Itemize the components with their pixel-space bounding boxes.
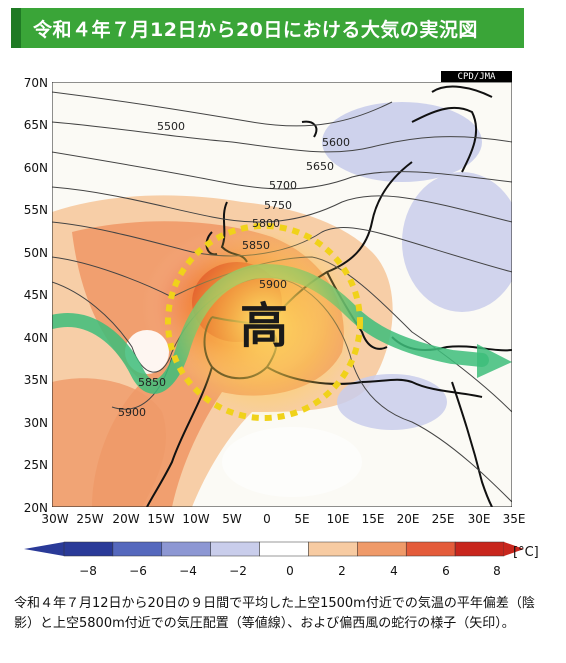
colorbar-tick: −6 [129,564,147,578]
lat-label: 60N [23,161,48,175]
lon-label: 15W [147,512,175,526]
high-pressure-label: 高 [240,298,288,354]
contour-label: 5850 [242,239,270,252]
lon-label: 15E [361,512,385,526]
colorbar-segment [357,541,407,557]
contour-label: 5650 [306,160,334,173]
atlantic-warm-zone [52,378,166,507]
lat-label: 35N [23,373,48,387]
colorbar-segment [454,541,505,557]
colorbar-tick: 2 [338,564,346,578]
lon-label: 10W [182,512,210,526]
colorbar-segment [63,541,114,557]
title-accent [11,8,21,48]
contour-label: 5900 [118,406,146,419]
contour-label: 5850 [138,376,166,389]
colorbar-segment [405,541,456,557]
page-title: 令和４年７月12日から20日における大気の実況図 [33,18,478,41]
lat-label: 25N [23,458,48,472]
lat-label: 40N [23,331,48,345]
contour-label: 5750 [264,199,292,212]
title-bar: 令和４年７月12日から20日における大気の実況図 [11,8,524,48]
colorbar-right-arrow [504,542,524,556]
lon-label: 5W [222,512,242,526]
colorbar-segment [112,541,163,557]
colorbar-tick: 0 [286,564,294,578]
contour-label: 5600 [322,136,350,149]
lon-label: 35E [502,512,526,526]
jet-stream-arrowhead [477,344,512,378]
colorbar-tick: −2 [229,564,247,578]
colorbar-unit: [°C] [513,545,539,560]
lon-label: 25E [431,512,455,526]
lat-label: 65N [23,118,48,132]
caption: 令和４年７月12日から20日の９日間で平均した上空1500m付近での気温の平年偏… [14,596,535,631]
lon-label: 10E [326,512,350,526]
cold-anomaly-east [402,172,522,312]
neutral-sahara [222,427,362,497]
colorbar-tick: −4 [179,564,197,578]
colorbar [24,536,524,562]
lat-label: 55N [23,203,48,217]
lat-label: 20N [23,501,48,515]
lat-label: 30N [23,416,48,430]
colorbar-tick: −8 [79,564,97,578]
map-svg: 高 5500 5600 5650 5700 5750 5800 5850 590… [45,81,522,508]
colorbar-tick: 6 [442,564,450,578]
high-pressure-glow [164,222,364,422]
contour-label: 5700 [269,179,297,192]
credit-label: CPD/JMA [441,71,512,83]
lon-label: 25W [76,512,104,526]
colorbar-tick: 8 [493,564,501,578]
colorbar-segment [210,541,260,557]
high-pressure-ring [165,223,363,421]
contour-label: 5900 [259,278,287,291]
colorbar-segment [308,541,358,557]
lon-label: 20E [396,512,420,526]
lat-label: 70N [23,76,48,90]
lon-label: 30W [41,512,69,526]
colorbar-segment [259,541,309,557]
lon-label: 5E [294,512,310,526]
contour-label: 5500 [157,120,185,133]
contour-label: 5800 [252,217,280,230]
lon-label: 0 [263,512,271,526]
cold-anomaly-north [322,102,482,182]
colorbar-left-arrow [24,542,64,556]
lat-label: 50N [23,246,48,260]
map: 高 5500 5600 5650 5700 5750 5800 5850 590… [45,81,522,508]
lon-label: 20W [112,512,140,526]
lon-label: 30E [467,512,491,526]
colorbar-segment [161,541,211,557]
colorbar-tick: 4 [390,564,398,578]
lat-label: 45N [23,288,48,302]
colorbar-svg [24,541,524,557]
contour-labels: 5500 5600 5650 5700 5750 5800 5850 5900 … [118,120,350,419]
